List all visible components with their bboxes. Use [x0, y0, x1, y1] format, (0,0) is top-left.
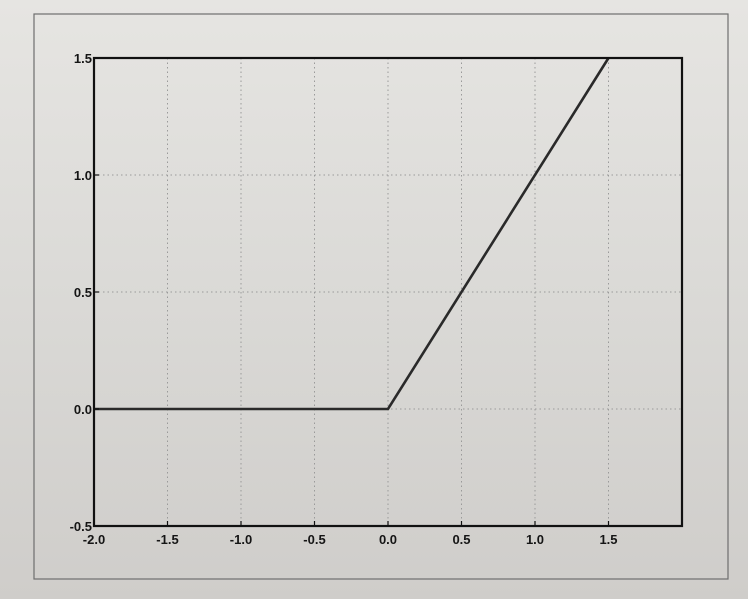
grid-lines	[94, 58, 682, 526]
x-tick-label: 1.5	[599, 532, 617, 547]
y-tick-label: 1.0	[74, 168, 92, 183]
x-tick-label: -1.0	[230, 532, 252, 547]
y-tick-label: 0.0	[74, 402, 92, 417]
x-tick-label: 0.0	[379, 532, 397, 547]
y-tick-label: -0.5	[70, 519, 92, 534]
y-tick-label: 1.5	[74, 51, 92, 66]
x-tick-label: -1.5	[156, 532, 178, 547]
series-line	[94, 58, 609, 409]
x-tick-label: -0.5	[303, 532, 325, 547]
x-tick-label: 1.0	[526, 532, 544, 547]
y-tick-label: 0.5	[74, 285, 92, 300]
x-tick-label: -2.0	[83, 532, 105, 547]
x-tick-label: 0.5	[452, 532, 470, 547]
series-layer	[94, 58, 609, 409]
paper-border	[34, 14, 728, 579]
